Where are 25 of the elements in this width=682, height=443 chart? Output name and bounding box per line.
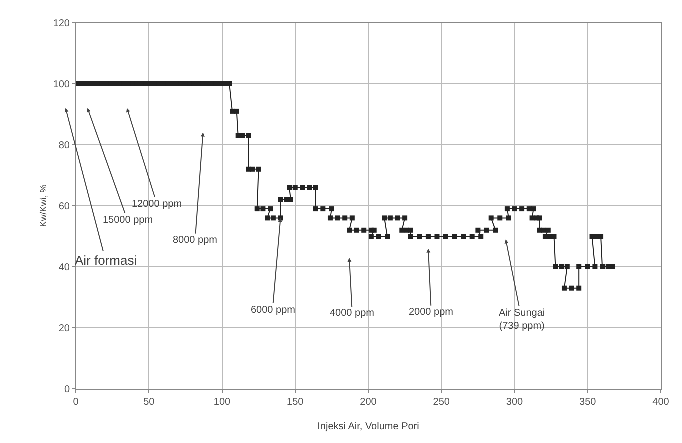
annotation: 6000 ppm [251,305,296,316]
x-tick-label: 300 [506,397,524,408]
x-tick-label: 250 [433,397,450,408]
annotation: 12000 ppm [132,199,182,210]
y-tick-label: 80 [58,140,70,152]
annotation: 2000 ppm [409,307,454,318]
x-tick-label: 50 [144,397,156,408]
y-tick-label: 100 [53,80,70,90]
y-axis-title: Kw/Kwi, % [38,184,49,228]
x-axis-title: Injeksi Air, Volume Pori [318,422,420,432]
annotation: 8000 ppm [173,235,218,246]
annotation: 4000 ppm [330,308,374,319]
y-tick-label: 0 [64,384,70,396]
y-tick-label: 120 [53,18,70,30]
y-tick-label: 20 [58,324,70,334]
annotation: Air Sungai (739 ppm) [499,308,546,332]
x-tick-label: 100 [214,397,232,408]
x-tick-label: 150 [287,397,304,408]
x-tick-label: 350 [580,397,597,408]
x-tick-label: 400 [652,397,670,408]
y-tick-label: 60 [58,202,70,212]
x-tick-label: 0 [73,397,80,408]
y-tick-label: 40 [58,262,70,274]
x-tick-label: 200 [360,397,378,408]
annotation: 15000 ppm [103,215,154,226]
